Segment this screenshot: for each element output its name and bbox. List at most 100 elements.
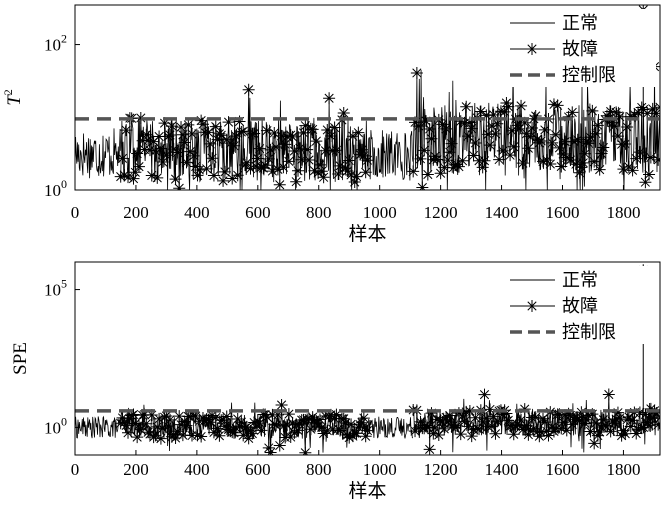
series-fault-marker [515, 99, 528, 112]
series-fault-marker [143, 144, 156, 157]
series-fault-marker [516, 157, 529, 170]
series-fault-marker [593, 163, 606, 176]
series-fault-marker [257, 162, 270, 175]
series-fault-marker [319, 144, 332, 157]
series-fault-marker [500, 407, 513, 420]
series-fault-marker [566, 418, 579, 431]
series-fault-marker [615, 429, 628, 442]
series-fault-marker [345, 418, 358, 431]
series-fault-marker [260, 410, 273, 423]
series-fault-marker [511, 119, 524, 132]
series-fault-marker [498, 105, 511, 118]
series-fault-marker [173, 410, 186, 423]
series-fault-marker [418, 422, 431, 435]
series-fault-marker [264, 143, 277, 156]
series-fault-marker [277, 420, 290, 433]
series-fault-marker [147, 135, 160, 148]
series-normal-line [368, 416, 413, 439]
series-fault-marker [460, 100, 473, 113]
series-fault-marker [546, 136, 559, 149]
series-fault-marker [131, 147, 144, 160]
series-fault-marker [233, 115, 246, 128]
series-fault-marker [429, 421, 442, 434]
series-fault-marker [317, 427, 330, 440]
series-fault-marker [568, 135, 581, 148]
series-normal-line [75, 128, 122, 179]
x-tick-label: 400 [184, 460, 210, 479]
series-fault-marker [582, 137, 595, 150]
series-fault-marker [175, 121, 188, 134]
series-fault-marker [608, 417, 621, 430]
x-tick-label: 800 [306, 460, 332, 479]
series-fault-marker [652, 153, 660, 166]
series-fault-marker [597, 141, 610, 154]
series-fault-marker [313, 413, 326, 426]
series-fault-marker [196, 118, 209, 131]
series-fault-marker [297, 126, 310, 139]
series-fault-marker [617, 163, 630, 176]
x-tick-label: 1600 [546, 203, 580, 222]
series-fault-marker [489, 127, 502, 140]
series-fault-marker [650, 407, 660, 420]
series-fault-marker [271, 408, 284, 421]
series-fault-marker [264, 446, 277, 455]
x-tick-label: 200 [123, 460, 149, 479]
series-fault-marker [222, 423, 235, 436]
series-fault-marker [482, 128, 495, 141]
series-fault-marker [520, 127, 533, 140]
series-fault-marker [458, 415, 471, 428]
series-fault-marker [328, 121, 341, 134]
series-fault-marker [275, 129, 288, 142]
series-fault-marker [361, 424, 374, 437]
x-tick-label: 1000 [363, 460, 397, 479]
series-fault-marker [621, 120, 634, 133]
series-fault-marker [268, 126, 281, 139]
series-fault-marker [463, 404, 476, 417]
series-fault-marker [496, 144, 509, 157]
series-fault-marker [621, 413, 634, 426]
series-fault-marker [275, 399, 288, 412]
series-fault-marker [129, 417, 142, 430]
series-fault-marker [610, 412, 623, 425]
series-fault-marker [580, 413, 593, 426]
series-fault-marker [321, 123, 334, 136]
series-fault-marker [153, 412, 166, 425]
series-fault-marker [440, 122, 453, 135]
series-fault-marker [304, 122, 317, 135]
series-fault-marker [491, 117, 504, 130]
legend-label: 故障 [562, 39, 598, 59]
x-tick-label: 1000 [363, 203, 397, 222]
legend-label: 控制限 [562, 65, 616, 85]
series-fault-marker [602, 388, 615, 401]
series-fault-marker [193, 163, 206, 176]
series-fault-marker [337, 106, 350, 119]
series-fault-marker [191, 169, 204, 182]
series-fault-marker [158, 117, 171, 130]
y-tick-label: 100 [44, 414, 67, 437]
series-fault-marker [308, 164, 321, 177]
series-fault-marker [248, 127, 261, 140]
series-fault-marker [204, 137, 217, 150]
series-fault-marker [540, 425, 553, 438]
x-tick-label: 1200 [424, 460, 458, 479]
series-fault-marker [324, 129, 337, 142]
series-fault-marker [131, 431, 144, 444]
series-fault-marker [153, 130, 166, 143]
series-fault-marker [142, 134, 155, 147]
series-fault-marker [217, 174, 230, 187]
series-fault-marker [209, 120, 222, 133]
series-fault-marker [441, 154, 454, 167]
series-fault-marker [438, 422, 451, 435]
series-fault-marker [237, 125, 250, 138]
series-fault-marker [120, 124, 133, 137]
series-fault-marker [604, 105, 617, 118]
series-fault-marker [440, 411, 453, 424]
series-fault-marker [259, 159, 272, 172]
series-fault-marker [350, 170, 363, 183]
series-fault-marker [542, 429, 555, 442]
series-fault-marker [566, 106, 579, 119]
series-fault-marker [507, 140, 520, 153]
series-fault-marker [328, 412, 341, 425]
